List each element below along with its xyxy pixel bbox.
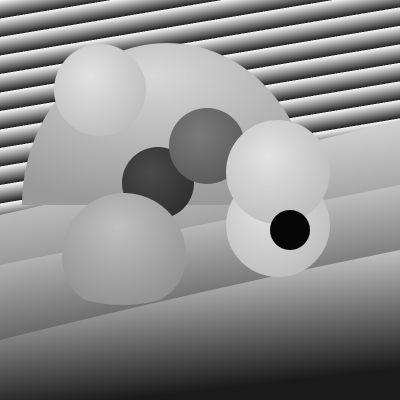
sphere <box>226 120 330 224</box>
floor-band <box>0 250 400 400</box>
sphere <box>169 108 245 184</box>
sphere <box>54 44 146 136</box>
dark-hole <box>270 210 310 250</box>
sphere <box>62 193 186 305</box>
